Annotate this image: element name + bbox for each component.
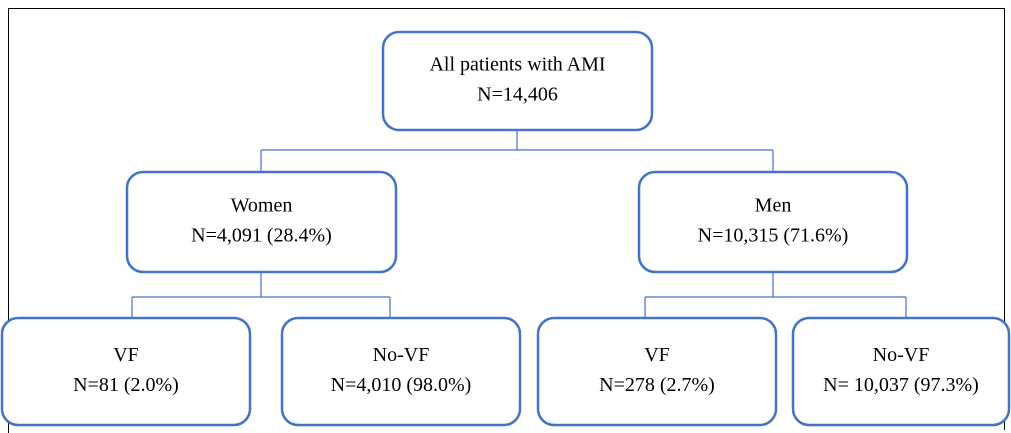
node-box [381,30,654,132]
node-count: N=278 (2.7%) [599,374,715,396]
node-count: N=14,406 [477,84,558,106]
node-label: Women [231,195,293,217]
connector [131,272,391,318]
nodes: All patients with AMI N=14,406 Women N=4,09… [0,30,1011,427]
node-box [791,316,1011,427]
node-label: All patients with AMI [429,54,605,76]
node-label: VF [644,344,670,366]
node-box [280,316,522,427]
node-box [536,316,778,427]
node-label: Men [755,195,792,217]
node-count: N=4,010 (98.0%) [331,374,472,396]
connector [644,272,907,318]
frame [8,8,1005,433]
node-box [125,170,398,274]
node-label: No-VF [873,344,930,366]
node-box [637,170,909,274]
connector [260,130,774,172]
node-count: N=4,091 (28.4%) [191,225,332,247]
node-box [0,316,252,427]
node-count: N=10,315 (71.6%) [698,225,849,247]
node-label: VF [113,344,139,366]
node-label: No-VF [373,344,430,366]
node-count: N=81 (2.0%) [73,374,179,396]
node-count: N= 10,037 (97.3%) [823,374,979,396]
